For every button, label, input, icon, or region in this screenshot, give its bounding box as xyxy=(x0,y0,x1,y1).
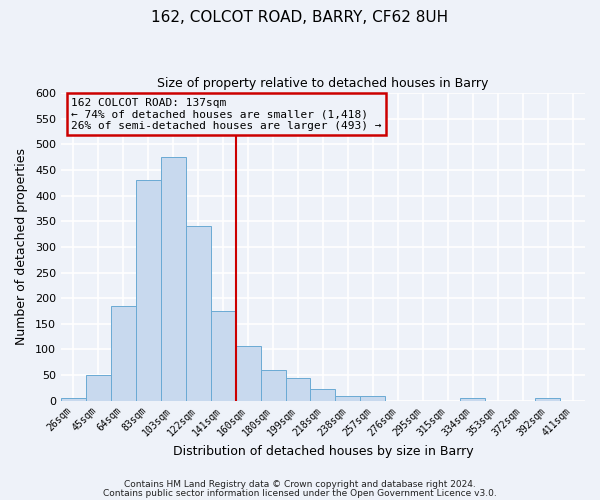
Bar xyxy=(161,157,186,400)
Bar xyxy=(535,398,560,400)
Bar xyxy=(260,370,286,400)
X-axis label: Distribution of detached houses by size in Barry: Distribution of detached houses by size … xyxy=(173,444,473,458)
Text: 162 COLCOT ROAD: 137sqm
← 74% of detached houses are smaller (1,418)
26% of semi: 162 COLCOT ROAD: 137sqm ← 74% of detache… xyxy=(71,98,382,131)
Bar xyxy=(61,398,86,400)
Bar xyxy=(136,180,161,400)
Bar xyxy=(211,311,236,400)
Text: 162, COLCOT ROAD, BARRY, CF62 8UH: 162, COLCOT ROAD, BARRY, CF62 8UH xyxy=(151,10,449,25)
Bar xyxy=(286,378,310,400)
Text: Contains HM Land Registry data © Crown copyright and database right 2024.: Contains HM Land Registry data © Crown c… xyxy=(124,480,476,489)
Title: Size of property relative to detached houses in Barry: Size of property relative to detached ho… xyxy=(157,78,488,90)
Bar xyxy=(335,396,361,400)
Bar xyxy=(186,226,211,400)
Y-axis label: Number of detached properties: Number of detached properties xyxy=(15,148,28,346)
Text: Contains public sector information licensed under the Open Government Licence v3: Contains public sector information licen… xyxy=(103,489,497,498)
Bar xyxy=(460,398,485,400)
Bar xyxy=(86,375,111,400)
Bar xyxy=(361,396,385,400)
Bar xyxy=(111,306,136,400)
Bar xyxy=(236,346,260,401)
Bar xyxy=(310,389,335,400)
